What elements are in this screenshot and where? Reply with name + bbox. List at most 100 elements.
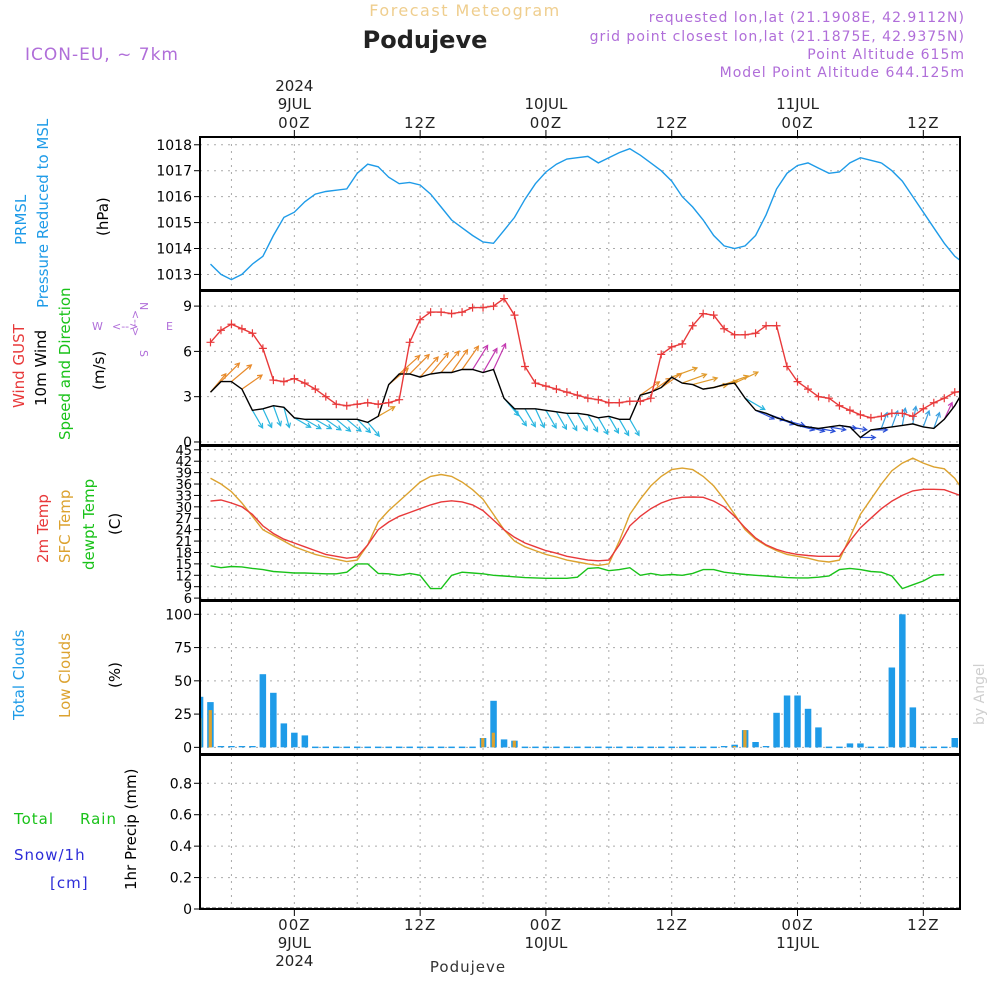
total-cloud-bar (500, 739, 508, 748)
model-altitude: Model Point Altitude 644.125m (720, 65, 965, 81)
bottom-day-label: 9JUL (278, 934, 312, 952)
wind-gust-label: Wind GUST (10, 323, 28, 408)
clouds-y-label: 75 (174, 641, 192, 657)
chart-title: Forecast Meteogram (369, 1, 560, 20)
top-time-label: 12Z (656, 114, 688, 132)
wind-labels: Wind GUST 10m Wind Speed and Direction (… (10, 287, 173, 440)
wind-gust-point (625, 397, 634, 406)
wind-direction-arrow (241, 374, 264, 390)
top-time-label: 00Z (781, 114, 813, 132)
temp-y-label: 42 (175, 455, 192, 470)
credit-label: by Angel (972, 664, 988, 725)
total-cloud-bar (888, 667, 896, 748)
wind-direction-arrow (818, 427, 837, 434)
wind-gust-point (573, 391, 582, 400)
wind-direction-arrow (965, 369, 981, 388)
wind-direction-arrow (692, 376, 719, 386)
clouds-y-label: 100 (165, 607, 192, 623)
clouds-unit: (%) (106, 662, 124, 688)
wind-direction-arrow (513, 408, 528, 427)
wind-gust-point (426, 308, 435, 317)
total-cloud-bar (291, 732, 298, 748)
temp-y-label: 36 (175, 478, 192, 493)
temp-2m-line (210, 488, 960, 562)
low-cloud-bar (743, 730, 747, 748)
wind-direction-arrow (430, 352, 450, 375)
top-time-label: 12Z (907, 114, 939, 132)
temp-y-label: 21 (175, 535, 192, 550)
pressure-panel-frame (199, 136, 961, 291)
wind-gust-point (363, 398, 372, 407)
total-cloud-bar (773, 712, 780, 748)
compass-s: S (137, 350, 150, 357)
wind-direction-arrow (419, 356, 439, 378)
requested-coords: requested lon,lat (21.1908E, 42.9112N) (649, 10, 965, 26)
wind-gust-point (699, 309, 708, 318)
clouds-y-label: 25 (174, 707, 192, 723)
total-cloud-bar (217, 746, 225, 748)
low-cloud-bar (481, 738, 485, 748)
precip-unit: 1hr Precip (mm) (122, 769, 140, 890)
wind-gust-point (688, 321, 697, 330)
temp-unit: (C) (106, 513, 124, 535)
wind-gust-point (552, 385, 561, 394)
temp-y-label: 39 (175, 467, 192, 482)
top-day-label: 10JUL (525, 95, 568, 113)
wind-gust-point (804, 385, 812, 394)
pressure-y-label: 1013 (156, 267, 192, 283)
wind-direction-arrow (976, 382, 992, 398)
total-cloud-bar (280, 723, 288, 748)
precip-y-label: 0.4 (170, 839, 192, 855)
total-cloud-bar (301, 735, 309, 748)
model-label: ICON-EU, ~ 7km (25, 45, 179, 65)
wind-gust-point (908, 412, 917, 421)
low-clouds-label: Low Clouds (56, 633, 74, 718)
wind-gust-point (887, 409, 896, 418)
clouds-y-label: 0 (183, 740, 192, 756)
wind-gust-point (416, 315, 425, 324)
wind-direction-arrow (849, 426, 868, 432)
wind-direction-arrow (367, 421, 381, 438)
footer-location: Podujeve (430, 958, 506, 976)
bottom-time-label: 00Z (278, 916, 310, 934)
compass-ns-arrows: <--> (129, 310, 142, 336)
top-time-label: 00Z (530, 114, 562, 132)
wind-gust-point (500, 294, 508, 303)
wind-direction-arrow (922, 409, 931, 428)
wind-speed-line (210, 368, 960, 439)
compass-w: W (92, 320, 103, 333)
wind-gust-point (468, 303, 477, 312)
prmsl-label: PRMSL (12, 194, 30, 245)
temp-panel-frame (199, 445, 961, 601)
wind-gust-point (395, 395, 404, 404)
wind-direction-arrow (304, 418, 322, 430)
wind-direction-arrow (629, 419, 640, 437)
temp-y-label: 6 (184, 592, 192, 607)
pressure-y-label: 1015 (156, 216, 192, 232)
wind-gust-line (209, 297, 960, 419)
precip-y-label: 0.2 (170, 871, 192, 887)
total-cloud-bar (270, 692, 277, 748)
wind-gust-point (824, 394, 833, 403)
low-cloud-bar (491, 732, 495, 748)
wind-direction-arrow (608, 416, 620, 434)
total-cloud-bar (720, 746, 728, 748)
bottom-day-label: 11JUL (776, 934, 819, 952)
wind-direction-arrow (398, 354, 421, 375)
wind-gust-point (866, 413, 875, 422)
temp-y-label: 30 (175, 501, 192, 516)
total-cloud-bar (762, 746, 770, 748)
wind-gust-point (531, 379, 540, 388)
wind-gust-point (279, 377, 288, 386)
wind-gust-point (269, 376, 278, 385)
total-cloud-bar (490, 700, 497, 748)
wind-direction-arrow (220, 362, 241, 383)
bottom-year-label: 2024 (275, 952, 313, 970)
wind-gust-point (437, 308, 446, 317)
bottom-time-label: 12Z (907, 916, 939, 934)
pressure-y-label: 1017 (156, 164, 192, 180)
wind-gust-point (751, 329, 760, 338)
wind-gust-point (762, 321, 771, 330)
total-cloud-bar (238, 746, 246, 748)
